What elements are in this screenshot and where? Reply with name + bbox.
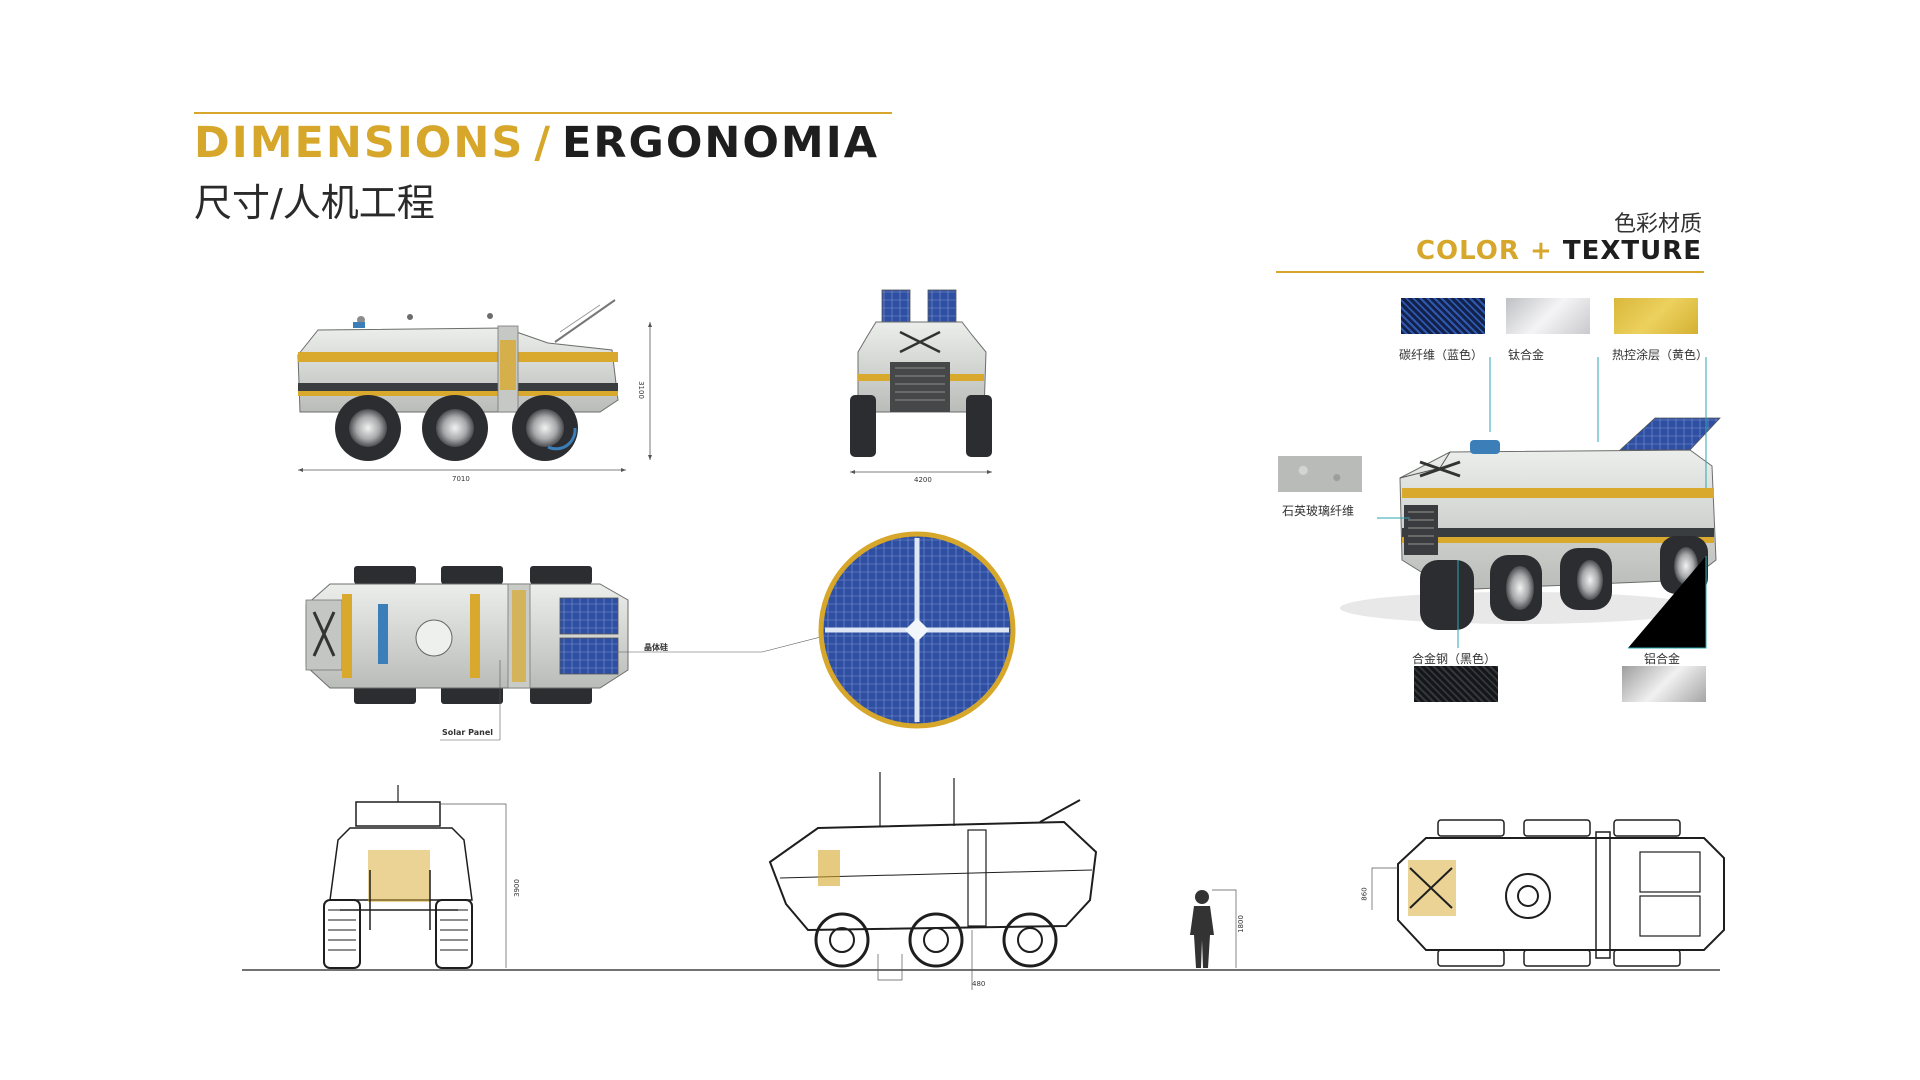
title-dimensions: DIMENSIONS (194, 118, 525, 168)
page-subtitle-cn: 尺寸/人机工程 (194, 181, 435, 225)
solar-panel-callout: Solar Panel (442, 728, 494, 737)
dim-front-height: 3900 (512, 879, 521, 897)
dim-front-width: 4200 (914, 476, 932, 484)
color-plus-label: COLOR + (1415, 236, 1553, 266)
swatch-carbon-fiber (1401, 298, 1485, 334)
dim-human-height: 1800 (1236, 915, 1245, 933)
dim-top-seat: 860 (1360, 887, 1369, 901)
title-slash: / (534, 118, 553, 168)
title-underline (194, 112, 892, 114)
color-texture-title-cn: 色彩材质 (1613, 212, 1702, 237)
swatch-thermal-coating (1614, 298, 1698, 334)
material-label-quartz: 石英玻璃纤维 (1282, 504, 1355, 518)
material-label-titanium: 钛合金 (1508, 348, 1545, 362)
material-label-carbon: 碳纤维（蓝色） (1399, 348, 1484, 362)
swatch-quartz-fiber (1278, 456, 1362, 492)
color-texture-title: COLOR + TEXTURE (1416, 236, 1702, 266)
material-label-aluminum: 铝合金 (1644, 652, 1681, 666)
color-texture-underline (1276, 271, 1704, 273)
dim-side-height: 3100 (636, 381, 645, 399)
page-title: DIMENSIONS / ERGONOMIA (194, 118, 879, 168)
title-ergonomia: ERGONOMIA (562, 118, 879, 168)
solar-cn-callout: 晶体硅 (644, 643, 668, 652)
swatch-aluminum (1622, 666, 1706, 702)
texture-label: TEXTURE (1562, 236, 1702, 266)
material-label-alloy-steel: 合金钢（黑色） (1412, 652, 1497, 666)
dim-side-length: 7010 (452, 475, 470, 483)
dim-seat-gap: 480 (972, 980, 986, 988)
material-label-thermal: 热控涂层（黄色） (1612, 348, 1709, 362)
swatch-titanium (1506, 298, 1590, 334)
swatch-alloy-steel (1414, 666, 1498, 702)
